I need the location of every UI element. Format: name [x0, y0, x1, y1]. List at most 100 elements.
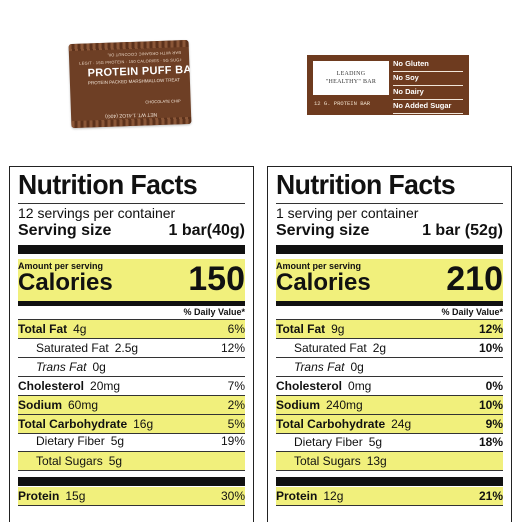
divider-thick — [18, 477, 245, 486]
total-fat-highlight — [276, 320, 503, 338]
amount-per-serving: Amount per serving — [18, 261, 104, 271]
divider — [276, 470, 503, 471]
nutrient-amount: 16g — [133, 417, 154, 431]
wrapper-flavor: CHOCOLATE CHIP — [145, 98, 181, 105]
row-trans-fat: Trans Fat 0g — [276, 358, 503, 376]
nutrient-name: Trans Fat — [36, 360, 87, 374]
nutrient-name: Dietary Fiber — [294, 435, 363, 449]
row-total-fat: Total Fat 9g 12% — [276, 320, 503, 338]
nutrient-name: Total Sugars — [36, 454, 103, 468]
nutrient-amount: 12g — [323, 489, 344, 503]
servings-per-container: 12 servings per container — [18, 205, 176, 221]
nutrition-panel-leading-bar: Nutrition Facts 1 serving per container … — [267, 166, 512, 522]
divider — [276, 505, 503, 506]
divider — [18, 338, 245, 339]
nutrient-amount: 24g — [391, 417, 412, 431]
divider — [18, 357, 245, 358]
divider-thick — [18, 245, 245, 254]
divider — [276, 203, 503, 204]
divider-thick — [276, 245, 503, 254]
divider — [276, 357, 503, 358]
nutrient-name: Total Fat — [276, 322, 326, 336]
divider — [276, 395, 503, 396]
nutrient-amount: 0mg — [348, 379, 372, 393]
nutrient-name: Dietary Fiber — [36, 434, 105, 448]
divider — [18, 376, 245, 377]
nutrient-name: Protein — [276, 489, 318, 503]
claim-no-gluten: No Gluten — [393, 58, 463, 72]
row-total-carbohydrate: Total Carbohydrate 24g 9% — [276, 415, 503, 433]
leading-line-1: LEADING — [336, 71, 366, 77]
row-trans-fat: Trans Fat 0g — [18, 358, 245, 376]
row-saturated-fat: Saturated Fat 2g 10% — [276, 339, 503, 357]
nutrient-name: Saturated Fat — [36, 341, 109, 355]
protein-puff-bar-image: BAR WITH ORGANIC COCONUT OIL LEGIT · 15G… — [68, 39, 192, 129]
nutrient-dv: 0% — [485, 379, 503, 393]
row-sodium: Sodium 240mg 10% — [276, 396, 503, 414]
leading-bar-badge: LEADING "HEALTHY" BAR 12 G. PROTEIN BAR … — [307, 55, 469, 115]
amount-per-serving: Amount per serving — [276, 261, 362, 271]
nutrient-dv: 9% — [485, 417, 503, 431]
badge-claims-list: No Gluten No Soy No Dairy No Added Sugar — [393, 58, 463, 114]
nutrient-name: Cholesterol — [276, 379, 343, 393]
serving-size-value: 1 bar (52g) — [422, 222, 503, 239]
divider — [18, 414, 245, 415]
serving-size-label: Serving size — [276, 222, 370, 239]
wrapper-crimp-top — [68, 39, 189, 52]
nutrient-amount: 15g — [65, 489, 86, 503]
divider — [18, 319, 245, 320]
divider — [18, 451, 245, 452]
claim-no-added-sugar: No Added Sugar — [393, 100, 463, 114]
nutrient-name: Trans Fat — [294, 360, 345, 374]
row-dietary-fiber: Dietary Fiber 5g 19% — [18, 432, 245, 450]
total-fat-highlight — [18, 320, 245, 338]
divider — [18, 203, 245, 204]
row-protein: Protein 12g 21% — [276, 487, 503, 505]
protein-highlight — [18, 487, 245, 505]
nutrient-amount: 5g — [108, 454, 123, 468]
nutrient-amount: 4g — [73, 322, 87, 336]
nutrient-amount: 9g — [331, 322, 345, 336]
calories-label: Calories — [18, 269, 113, 296]
nutrient-name: Sodium — [276, 398, 320, 412]
daily-value-header: % Daily Value* — [183, 307, 245, 317]
nutrient-name: Cholesterol — [18, 379, 85, 393]
divider — [276, 338, 503, 339]
leading-line-2: "HEALTHY" BAR — [325, 79, 377, 85]
row-total-carbohydrate: Total Carbohydrate 16g 5% — [18, 415, 245, 433]
divider-thick — [276, 477, 503, 486]
sugars-highlight — [276, 452, 503, 470]
nutrient-dv: 12% — [478, 322, 503, 336]
calories-value: 150 — [188, 260, 245, 298]
nutrient-dv: 7% — [227, 379, 245, 393]
nutrient-dv: 6% — [227, 322, 245, 336]
claim-no-soy: No Soy — [393, 72, 463, 86]
nutrient-dv: 5% — [227, 417, 245, 431]
row-total-fat: Total Fat 4g 6% — [18, 320, 245, 338]
calories-highlight — [18, 259, 245, 301]
divider — [276, 319, 503, 320]
sugars-highlight — [18, 452, 245, 470]
row-cholesterol: Cholesterol 0mg 0% — [276, 377, 503, 395]
servings-per-container: 1 serving per container — [276, 205, 419, 221]
sodium-highlight — [18, 396, 245, 414]
nutrient-amount: 0g — [350, 360, 364, 374]
divider — [276, 433, 503, 434]
nutrition-panel-puff-bar: Nutrition Facts 12 servings per containe… — [9, 166, 254, 522]
nutrient-amount: 13g — [366, 454, 387, 468]
row-saturated-fat: Saturated Fat 2.5g 12% — [18, 339, 245, 357]
row-sodium: Sodium 60mg 2% — [18, 396, 245, 414]
nutrient-dv: 30% — [220, 489, 245, 503]
sodium-highlight — [276, 396, 503, 414]
divider — [18, 433, 245, 434]
serving-size-value: 1 bar(40g) — [168, 222, 245, 239]
nutrient-dv: 10% — [478, 398, 503, 412]
nutrient-name: Saturated Fat — [294, 341, 367, 355]
leading-bar-label: LEADING "HEALTHY" BAR — [313, 61, 389, 95]
panel-title: Nutrition Facts — [18, 169, 198, 200]
calories-label: Calories — [276, 269, 371, 296]
panel-title: Nutrition Facts — [276, 169, 456, 200]
nutrient-dv: 21% — [478, 489, 503, 503]
nutrient-dv: 19% — [220, 434, 245, 448]
divider-mid — [276, 301, 503, 306]
